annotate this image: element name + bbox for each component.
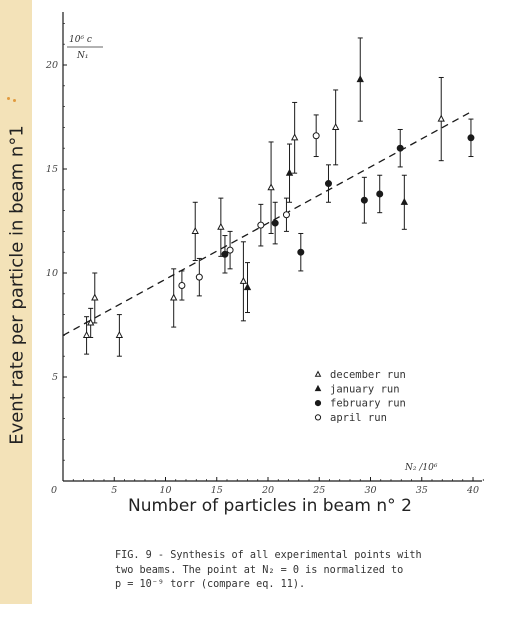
point-december-run [191, 201, 199, 262]
point-february-run [297, 232, 305, 272]
marker [437, 114, 445, 122]
y-tick-label: 5 [52, 372, 58, 383]
point-february-run [221, 235, 229, 274]
x-tick-label: 5 [111, 485, 117, 496]
marker [396, 144, 404, 152]
marker [285, 168, 294, 176]
point-december-run [170, 268, 178, 328]
legend-marker [314, 400, 322, 407]
marker [312, 132, 320, 140]
point-april-run [257, 203, 265, 247]
marker [221, 250, 229, 258]
point-december-run [217, 197, 225, 257]
point-january-run [400, 174, 409, 230]
point-february-run [396, 128, 404, 168]
legend-label: january run [330, 383, 400, 395]
marker [226, 246, 234, 254]
caption-line-3: p = 10⁻⁹ torr (compare eq. 11). [115, 579, 306, 590]
point-december-run [115, 314, 124, 357]
marker [191, 226, 199, 234]
point-february-run [376, 174, 384, 214]
x-tick-label: 20 [261, 485, 274, 496]
figure-caption: FIG. 9 - Synthesis of all experimental p… [115, 549, 515, 593]
marker [178, 281, 186, 289]
marker [195, 273, 203, 281]
marker [267, 183, 275, 191]
ylabel-strip: Event rate per particle in beam n°1 [0, 0, 32, 604]
point-february-run [467, 118, 475, 158]
legend: december run january run february run april… [314, 369, 406, 424]
legend-label: february run [330, 398, 406, 410]
point-april-run [312, 114, 320, 158]
point-december-run [437, 76, 445, 162]
x-tick-label: 35 [416, 485, 428, 496]
x-tick-label: 40 [466, 485, 479, 496]
marker [290, 133, 299, 141]
caption-line-1: FIG. 9 - Synthesis of all experimental p… [115, 550, 422, 561]
point-april-run [226, 230, 234, 270]
y-unit-top: 10⁶ c [69, 35, 92, 45]
point-december-run [86, 307, 95, 338]
marker [331, 122, 340, 130]
y-unit-bottom: N₁ [76, 51, 88, 61]
point-february-run [271, 201, 279, 245]
marker [257, 221, 265, 229]
fit-line [62, 110, 474, 336]
fit-line-group [62, 110, 474, 336]
legend-label: december run [330, 369, 406, 381]
point-april-run [195, 257, 203, 297]
unit-labels: 10⁶ c N₁ N₂ /10⁶ [67, 35, 438, 473]
x-axis-label: Number of particles in beam n° 2 [128, 496, 412, 516]
marker [271, 219, 279, 227]
point-april-run [282, 197, 290, 232]
legend-marker [314, 384, 322, 392]
marker [356, 75, 364, 83]
marker [360, 196, 368, 204]
marker [324, 180, 332, 188]
point-december-run [290, 101, 299, 174]
legend-label: april run [330, 412, 387, 424]
marker [243, 283, 252, 291]
point-december-run [267, 141, 275, 234]
caption-line-2: two beams. The point at N₂ = 0 is normal… [115, 564, 404, 576]
point-december-run [82, 316, 91, 355]
y-tick-label: 15 [46, 164, 58, 175]
marker [115, 330, 124, 338]
x-tick-label: 0 [51, 485, 57, 496]
x-tick-label: 25 [312, 485, 325, 496]
marker [297, 248, 305, 256]
y-tick-label: 10 [46, 268, 58, 279]
legend-marker [314, 370, 322, 377]
data-points [82, 37, 475, 357]
point-january-run [285, 143, 294, 203]
legend-marker [314, 414, 322, 421]
point-december-run [239, 241, 248, 322]
marker [467, 134, 475, 142]
point-april-run [178, 270, 186, 301]
orange-dots [5, 95, 19, 105]
marker [217, 222, 225, 230]
x-tick-label: 10 [159, 485, 171, 496]
marker [239, 276, 248, 284]
marker [91, 293, 99, 301]
x-unit-label: N₂ /10⁶ [404, 463, 438, 473]
marker [170, 293, 178, 301]
x-tick-label: 15 [211, 485, 223, 496]
point-january-run [243, 262, 252, 314]
marker [400, 197, 409, 205]
marker [86, 318, 95, 326]
marker [282, 211, 290, 219]
marker [82, 330, 91, 338]
point-december-run [331, 89, 340, 166]
axes: 0 5 10 15 20 25 30 35 40 5 10 15 20 [45, 12, 484, 496]
x-tick-label: 30 [364, 485, 376, 496]
point-february-run [360, 176, 368, 224]
marker [376, 190, 384, 198]
point-january-run [356, 37, 364, 122]
point-december-run [91, 272, 99, 324]
point-february-run [324, 164, 332, 203]
y-tick-label: 20 [45, 60, 58, 71]
